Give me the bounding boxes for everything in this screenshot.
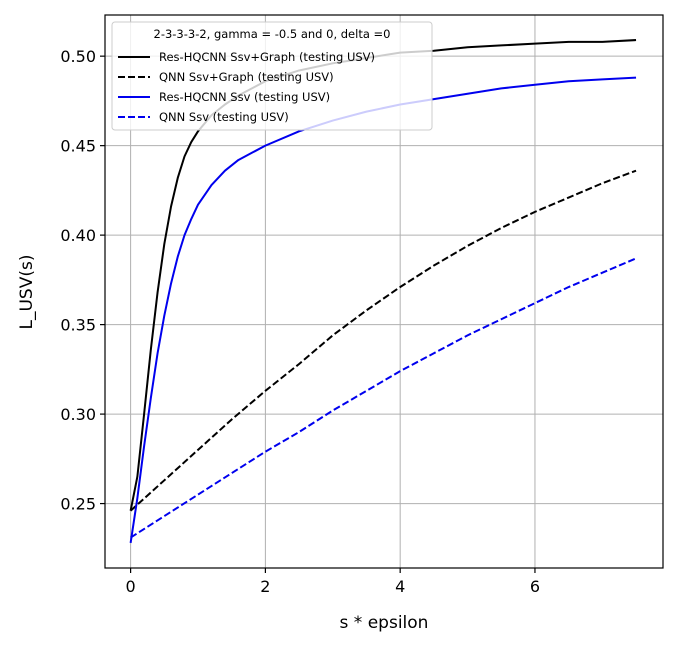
x-tick-label: 6 [530,577,540,596]
series-line-4 [130,257,637,539]
grid [105,15,663,568]
y-tick-label: 0.30 [60,405,96,424]
plot-frame [104,14,664,569]
legend-label-4: QNN Ssv (testing USV) [159,110,289,124]
legend-label-3: Res-HQCNN Ssv (testing USV) [159,90,330,104]
legend-title: 2-3-3-3-2, gamma = -0.5 and 0, delta =0 [154,27,391,41]
x-tick-label: 4 [395,577,405,596]
series-line-3 [129,76,637,544]
y-tick-label: 0.40 [60,226,96,245]
y-tick-label: 0.45 [60,137,96,156]
legend-label-1: Res-HQCNN Ssv+Graph (testing USV) [159,50,375,64]
axis-ticks: 0 2 4 6 0.25 0.30 0.35 0.40 0.45 0.50 [60,47,540,596]
y-tick-label: 0.35 [60,316,96,335]
y-axis-label: L_USV(s) [17,255,37,330]
x-tick-label: 2 [260,577,270,596]
series-line-2 [129,169,637,512]
x-tick-label: 0 [126,577,136,596]
y-tick-label: 0.50 [60,47,96,66]
legend-box [111,21,433,131]
x-axis-label: s * epsilon [340,613,429,633]
legend-entries: Res-HQCNN Ssv+Graph (testing USV) QNN Ssv… [118,50,375,124]
legend-label-2: QNN Ssv+Graph (testing USV) [159,70,334,84]
y-tick-label: 0.25 [60,495,96,514]
legend: 2-3-3-3-2, gamma = -0.5 and 0, delta =0 … [111,21,433,131]
